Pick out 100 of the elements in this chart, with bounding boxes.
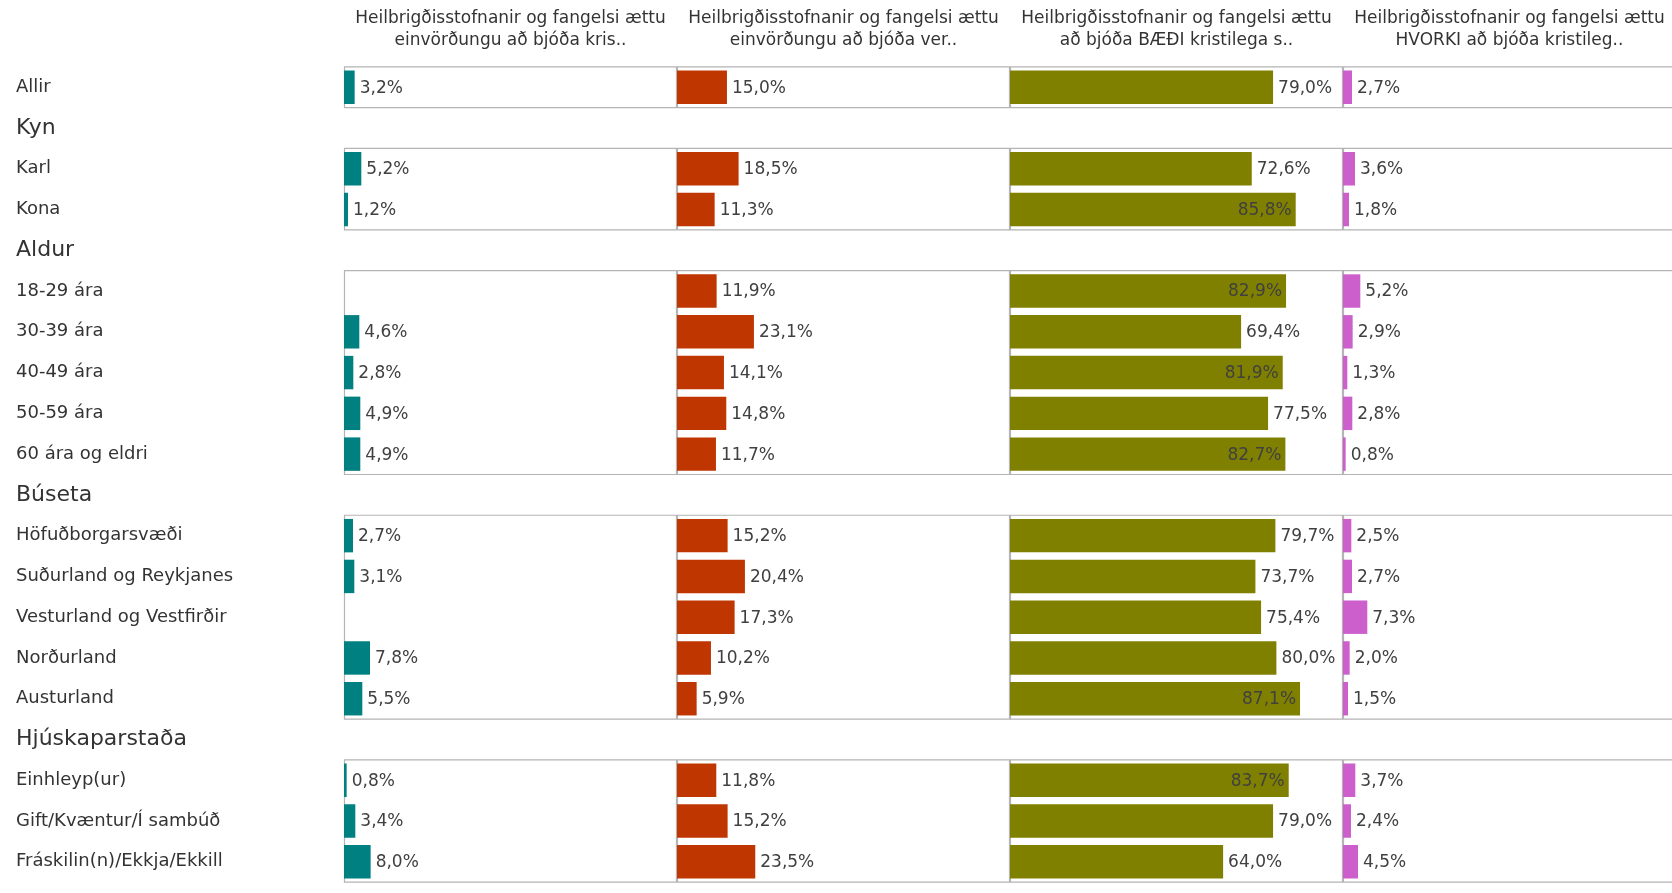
data-label: 15,2% xyxy=(732,810,787,831)
bar xyxy=(344,355,354,390)
bar xyxy=(1010,641,1277,675)
data-label: 75,4% xyxy=(1266,606,1321,627)
data-label: 0,8% xyxy=(351,769,395,790)
bar xyxy=(344,437,361,471)
y-tick-label: Vesturland og Vestfirðir xyxy=(16,604,228,626)
bar xyxy=(1010,518,1276,553)
data-label: 3,1% xyxy=(359,565,403,586)
data-label: 0,8% xyxy=(1350,443,1394,464)
y-tick-label: Kona xyxy=(16,197,61,219)
bar xyxy=(677,518,728,553)
bar xyxy=(344,192,348,227)
data-label: 83,7% xyxy=(1230,769,1285,790)
data-label: 7,8% xyxy=(374,647,419,668)
bar xyxy=(1343,315,1353,349)
data-label: 69,4% xyxy=(1246,321,1301,342)
bar xyxy=(1010,559,1256,594)
bar xyxy=(677,192,715,227)
data-label: 79,7% xyxy=(1280,525,1335,546)
bar xyxy=(677,315,754,349)
data-label: 11,9% xyxy=(721,280,776,301)
data-label: 20,4% xyxy=(749,565,804,586)
bar xyxy=(677,845,756,879)
y-tick-label: Höfuðborgarsvæði xyxy=(16,523,183,545)
bar xyxy=(1343,559,1352,594)
bar xyxy=(344,152,362,186)
y-tick-label: Norðurland xyxy=(16,645,117,667)
bar xyxy=(344,70,355,104)
bar xyxy=(1343,396,1353,431)
bar xyxy=(1343,152,1355,186)
bar xyxy=(1010,152,1252,186)
bar xyxy=(1010,315,1242,349)
data-label: 2,8% xyxy=(358,362,402,382)
data-label: 23,1% xyxy=(758,321,813,342)
bar xyxy=(1343,437,1346,471)
data-label: 2,4% xyxy=(1355,810,1400,831)
bar xyxy=(677,437,716,471)
bar xyxy=(1343,804,1351,838)
y-tick-label: Karl xyxy=(16,156,51,178)
data-label: 81,9% xyxy=(1224,362,1279,382)
chart-title: Heilbrigðisstofnanir og fangelsi ættu að bjóða BÆÐI kristilega s.. xyxy=(1020,6,1333,50)
data-label: 5,2% xyxy=(366,158,410,179)
bar xyxy=(1343,682,1348,716)
bar xyxy=(1343,845,1358,879)
y-tick-label: 50-59 ára xyxy=(16,401,104,423)
bar xyxy=(1010,437,1286,471)
bar xyxy=(344,315,360,349)
chart-title: Heilbrigðisstofnanir og fangelsi ættu einvörðungu að bjóða kris.. xyxy=(354,6,667,50)
data-label: 82,7% xyxy=(1227,443,1282,464)
data-label: 14,8% xyxy=(731,402,786,423)
data-label: 7,3% xyxy=(1372,606,1416,627)
bar xyxy=(344,518,353,553)
bar xyxy=(344,641,370,675)
data-label: 2,7% xyxy=(1356,565,1401,586)
bar xyxy=(1343,70,1352,104)
data-label: 15,2% xyxy=(732,525,787,546)
data-label: 2,9% xyxy=(1357,321,1401,342)
data-label: 80,0% xyxy=(1281,647,1336,668)
bar xyxy=(677,355,724,390)
bar xyxy=(1343,274,1361,308)
bar xyxy=(1010,396,1269,431)
bar xyxy=(1343,355,1348,390)
bar xyxy=(1010,70,1274,104)
data-label: 64,0% xyxy=(1228,851,1283,872)
data-label: 23,5% xyxy=(760,851,815,872)
bar xyxy=(677,559,745,594)
y-tick-label: Austurland xyxy=(16,686,114,708)
bar xyxy=(677,682,697,716)
chart-title: Heilbrigðisstofnanir og fangelsi ættu HVORKI að bjóða kristileg.. xyxy=(1353,6,1666,50)
y-tick-label: Kyn xyxy=(16,113,56,139)
bar xyxy=(677,804,728,838)
data-label: 4,9% xyxy=(365,443,409,464)
data-label: 1,8% xyxy=(1353,198,1398,219)
data-label: 73,7% xyxy=(1260,565,1315,586)
data-label: 5,2% xyxy=(1365,280,1409,301)
bar xyxy=(344,763,347,797)
data-label: 3,7% xyxy=(1360,769,1404,790)
bar xyxy=(677,763,717,797)
data-label: 85,8% xyxy=(1237,198,1292,219)
bar xyxy=(1010,845,1224,879)
bar xyxy=(677,70,727,104)
bar xyxy=(1343,192,1349,227)
data-label: 3,4% xyxy=(360,810,404,831)
y-tick-label: Einhleyp(ur) xyxy=(16,767,127,789)
data-label: 18,5% xyxy=(743,158,798,179)
y-tick-label: 18-29 ára xyxy=(16,278,104,300)
bar xyxy=(677,274,717,308)
bar xyxy=(1010,763,1289,797)
data-label: 5,5% xyxy=(367,688,411,709)
bar xyxy=(1010,600,1262,634)
data-label: 4,9% xyxy=(365,402,409,423)
bar xyxy=(677,641,711,675)
data-label: 77,5% xyxy=(1273,402,1328,423)
data-label: 79,0% xyxy=(1278,76,1333,97)
data-label: 1,5% xyxy=(1352,688,1397,709)
bar xyxy=(1343,600,1368,634)
bar xyxy=(677,600,735,634)
data-label: 2,7% xyxy=(1356,76,1401,97)
data-label: 3,6% xyxy=(1359,158,1404,179)
